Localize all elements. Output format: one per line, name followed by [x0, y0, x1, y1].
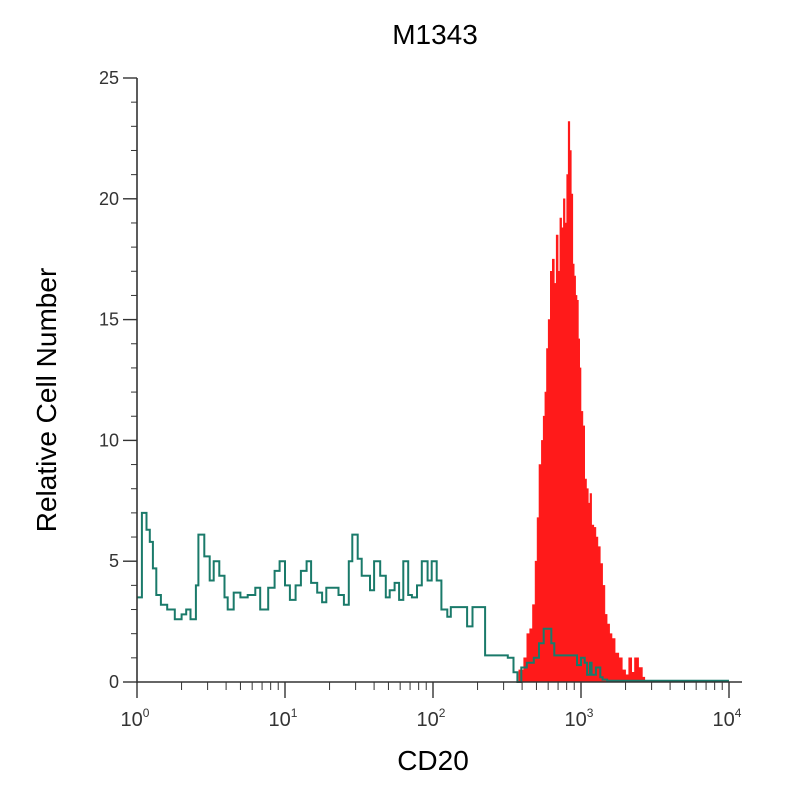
y-tick-label: 5 — [109, 551, 119, 571]
y-tick-label: 20 — [99, 189, 119, 209]
axes: 0 5 10 15 20 25 100 101 102 103 104 — [99, 68, 742, 731]
x-tick-label: 104 — [713, 706, 742, 731]
chart-title: M1343 — [392, 19, 478, 50]
x-tick-label: 103 — [565, 706, 594, 731]
y-tick-label: 10 — [99, 430, 119, 450]
y-tick-label: 15 — [99, 310, 119, 330]
y-axis-label: Relative Cell Number — [31, 268, 62, 533]
control-histogram-line — [137, 511, 729, 683]
x-axis-label: CD20 — [397, 745, 469, 776]
plot-area — [137, 121, 729, 683]
y-tick-label: 25 — [99, 68, 119, 88]
stained-histogram-area — [503, 121, 646, 683]
x-tick-label: 101 — [269, 706, 298, 731]
x-tick-label: 102 — [417, 706, 446, 731]
x-tick-label: 100 — [121, 706, 150, 731]
y-tick-label: 0 — [109, 672, 119, 692]
